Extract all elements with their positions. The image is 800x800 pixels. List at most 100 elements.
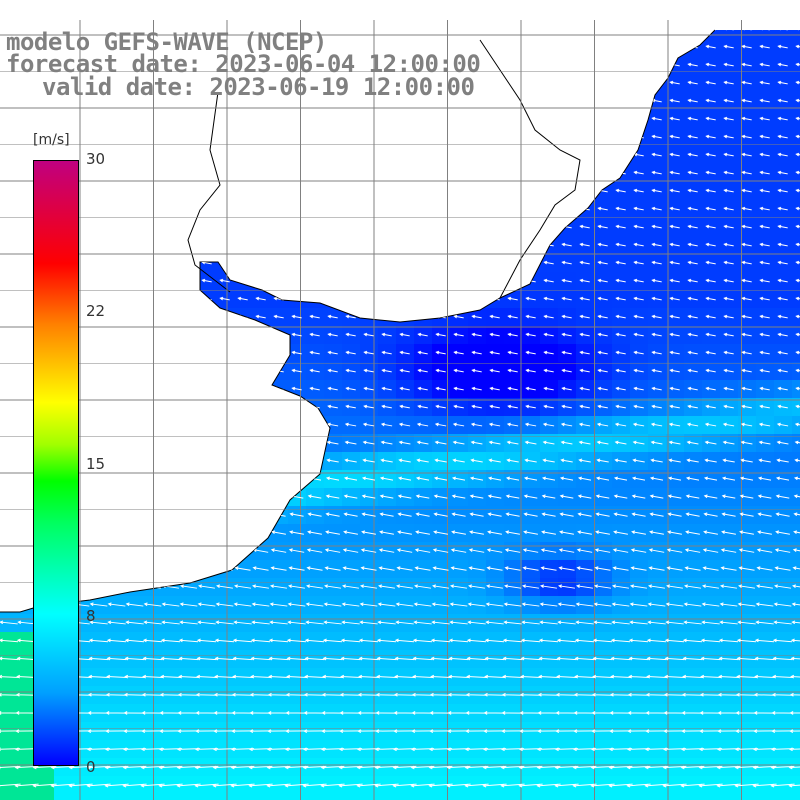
wind-arrow	[235, 494, 250, 499]
wind-arrow	[417, 152, 428, 157]
wind-arrow	[163, 530, 178, 535]
wind-arrow	[125, 620, 144, 625]
wind-arrow	[435, 30, 446, 31]
wind-cell	[90, 524, 109, 543]
wind-arrow	[793, 530, 800, 535]
wind-cell	[306, 128, 325, 147]
wind-arrow	[759, 116, 770, 121]
wind-arrow	[93, 206, 104, 211]
wind-arrow	[776, 458, 789, 463]
wind-arrow	[757, 476, 772, 481]
wind-arrow	[435, 278, 446, 283]
wind-arrow	[218, 422, 231, 427]
wind-cell	[234, 164, 253, 183]
wind-arrow	[700, 656, 721, 661]
wind-arrow	[759, 152, 770, 157]
wind-cell	[396, 30, 415, 39]
wind-arrow	[93, 134, 104, 139]
wind-arrow	[75, 116, 86, 121]
wind-arrow	[124, 674, 145, 679]
wind-cell	[270, 218, 289, 237]
wind-cell	[288, 218, 307, 237]
wind-arrow	[214, 674, 235, 679]
wind-arrow	[129, 206, 140, 211]
wind-cell	[0, 560, 19, 579]
wind-arrow	[525, 296, 536, 301]
wind-cell	[126, 794, 145, 800]
wind-arrow	[160, 674, 181, 679]
wind-cell	[306, 794, 325, 800]
wind-cell	[432, 794, 451, 800]
wind-arrow	[719, 602, 738, 607]
wind-arrow	[237, 296, 248, 301]
wind-arrow	[651, 386, 662, 391]
wind-arrow	[723, 278, 734, 283]
wind-arrow	[759, 314, 770, 319]
wind-arrow	[704, 458, 717, 463]
wind-cell	[270, 164, 289, 183]
wind-arrow	[777, 386, 788, 391]
wind-cell	[270, 146, 289, 165]
wind-arrow	[561, 62, 572, 67]
wind-arrow	[651, 30, 662, 31]
wind-arrow	[309, 278, 320, 283]
wind-arrow	[91, 494, 106, 499]
wind-arrow	[575, 602, 594, 607]
wind-arrow	[327, 278, 338, 283]
wind-arrow	[448, 638, 469, 643]
wind-cell	[360, 272, 379, 291]
wind-arrow	[682, 656, 703, 661]
wind-cell	[648, 38, 667, 57]
wind-arrow	[524, 422, 537, 427]
wind-arrow	[345, 314, 356, 319]
wind-arrow	[381, 44, 392, 49]
wind-arrow	[755, 602, 774, 607]
wind-arrow	[308, 440, 321, 445]
wind-arrow	[345, 206, 356, 211]
wind-cell	[576, 182, 595, 201]
wind-cell	[198, 416, 217, 435]
wind-cell	[126, 200, 145, 219]
wind-arrow	[577, 512, 592, 517]
wind-arrow	[795, 170, 800, 175]
wind-arrow	[267, 692, 290, 697]
wind-arrow	[507, 134, 518, 139]
wind-arrow	[525, 260, 536, 265]
wind-arrow	[772, 638, 793, 643]
wind-arrow	[687, 170, 698, 175]
wind-cell	[180, 110, 199, 129]
wind-arrow	[237, 224, 248, 229]
wind-cell	[558, 164, 577, 183]
wind-arrow	[777, 260, 788, 265]
wind-cell	[792, 452, 800, 471]
coastline	[0, 29, 716, 613]
wind-arrow	[594, 548, 611, 553]
wind-arrow	[741, 350, 752, 355]
wind-arrow	[579, 242, 590, 247]
wind-cell	[396, 128, 415, 147]
wind-cell	[468, 272, 487, 291]
wind-arrow	[669, 368, 680, 373]
wind-arrow	[790, 674, 800, 679]
wind-arrow	[630, 566, 647, 571]
wind-arrow	[489, 368, 500, 373]
wind-arrow	[288, 548, 305, 553]
wind-cell	[0, 182, 19, 201]
wind-arrow	[489, 242, 500, 247]
wind-arrow	[651, 134, 662, 139]
wind-arrow	[75, 134, 86, 139]
wind-arrow	[615, 296, 626, 301]
wind-arrow	[793, 476, 800, 481]
wind-arrow	[433, 476, 448, 481]
wind-arrow	[741, 296, 752, 301]
wind-cell	[108, 218, 127, 237]
wind-arrow	[525, 314, 536, 319]
wind-arrow	[237, 188, 248, 193]
wind-arrow	[452, 458, 465, 463]
wind-cell	[90, 200, 109, 219]
wind-arrow	[126, 548, 143, 553]
wind-arrow	[615, 332, 626, 337]
wind-arrow	[345, 260, 356, 265]
wind-cell	[180, 506, 199, 525]
wind-arrow	[537, 692, 560, 697]
